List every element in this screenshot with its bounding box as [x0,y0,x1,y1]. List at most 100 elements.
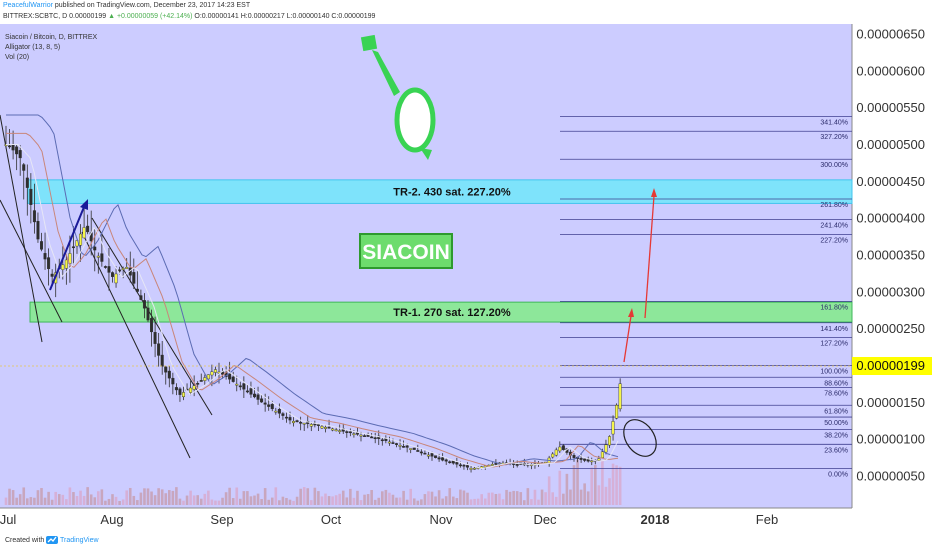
volume-bar [246,491,249,505]
volume-bar [356,490,359,505]
volume-bar [473,498,476,505]
volume-bar [537,499,540,505]
breakout-arrow-head [80,199,88,210]
candle-body [50,273,54,277]
price-chart[interactable]: TR-2. 430 sat. 227.20% TR-1. 270 sat. 127… [0,24,932,530]
volume-bar [508,491,512,505]
volume-bar [519,492,523,505]
candle-body [189,387,193,393]
volume-bar [231,498,235,505]
candle-body [252,393,256,398]
target-zone-label: TR-1. 270 sat. 127.20% [393,307,511,319]
volume-bar [242,491,246,505]
volume-bar [203,493,207,505]
channel-line-1 [0,114,43,343]
candle-body [451,460,455,464]
volume-bar [249,496,253,505]
fib-level-label: 227.20% [820,237,848,244]
volume-bar [65,499,68,505]
volume-bar [366,494,370,505]
candle-body [387,441,391,444]
candle-body [270,403,274,410]
candle-body [228,373,232,380]
candle-body [473,467,477,470]
target-zones: TR-2. 430 sat. 227.20% TR-1. 270 sat. 127… [27,179,853,323]
volume-bar [594,465,597,505]
volume-bar [483,498,487,505]
fib-level-label: 300.00% [820,162,848,169]
alligator-lips-line [6,144,619,470]
candle-body [8,145,12,148]
highlight-ellipse [623,419,657,457]
volume-bar [139,492,143,505]
volume-bar [150,491,153,505]
candle-body [263,402,267,405]
candle-body [590,460,594,463]
price-tick-label: 0.00000550 [856,100,925,115]
candle-body [608,436,612,446]
volume-bar [554,496,558,505]
candle-body [192,385,196,390]
volume-bar [455,498,459,505]
volume-bar [18,494,22,505]
green-bubble [360,34,436,160]
candle-body [391,442,395,444]
volume-bar [114,496,118,505]
volume-bar [157,488,160,505]
candle-body [288,417,292,421]
volume-bar [583,483,586,505]
volume-bar [558,470,562,505]
volume-bar [168,490,171,505]
volume-bar [476,498,480,505]
volume-bar [618,466,622,505]
tradingview-brand[interactable]: TradingView [60,537,99,544]
volume-bar [611,463,615,505]
fib-level-label: 261.80% [820,202,848,209]
candle-body [380,439,384,442]
volume-bar [128,487,132,505]
candle-body [324,426,328,429]
candle-body [455,462,459,465]
candle-body [71,246,75,249]
volume-bar [494,493,498,505]
volume-bar [530,499,533,505]
fib-level-label: 78.60% [824,391,848,398]
volume-bar [192,495,196,505]
volume-bar [256,493,260,505]
volume-bar [331,496,334,505]
legend-alligator: Alligator (13, 8, 5) [5,44,60,51]
candle-body [86,225,90,233]
volume-bar [313,487,317,505]
volume-bar [572,465,576,505]
volume-bar [491,492,494,505]
fib-level-label: 23.60% [824,447,848,454]
candle-body [284,416,288,419]
fib-level-label: 61.80% [824,408,848,415]
price-tick-label: 0.00000250 [856,321,925,336]
candle-body [199,380,203,382]
volume-bar [292,500,295,505]
price-tick-label: 0.00000300 [856,284,925,299]
volume-bar [217,500,221,505]
candle-body [274,410,278,413]
volume-bar [47,491,50,505]
volume-bar [89,494,93,505]
candle-body [558,446,562,452]
volume-bar [388,492,391,505]
candle-body [370,436,374,439]
author-link[interactable]: PeacefulWarrior [3,2,53,9]
volume-bar [33,497,36,505]
candle-body [18,150,22,159]
candle-body [281,413,285,416]
candle-body [494,463,498,465]
candle-body [416,450,420,452]
candle-body [68,253,72,264]
fib-level-label: 241.40% [820,223,848,230]
volume-bar [86,487,89,505]
candle-body [327,426,331,429]
candle-body [93,246,97,251]
volume-bar [338,493,341,505]
channel-line-4 [91,217,213,416]
candle-body [345,431,349,433]
volume-bar [207,490,210,505]
